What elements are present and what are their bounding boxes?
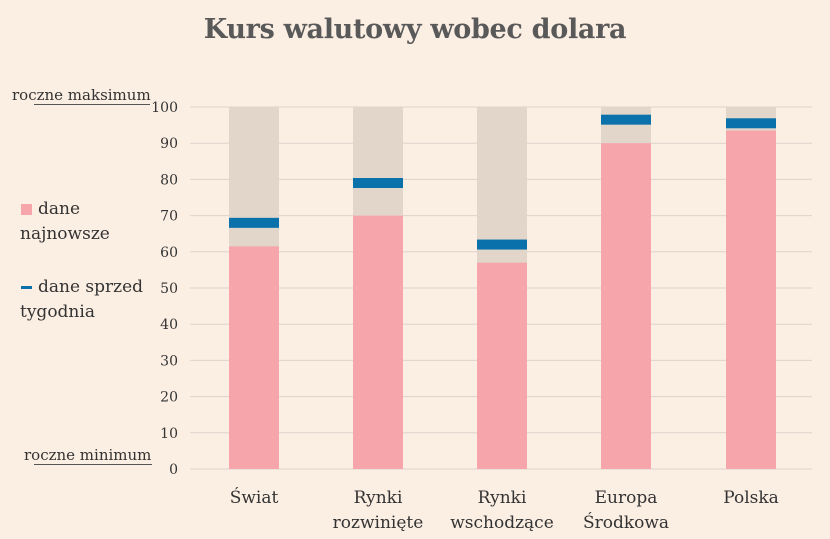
- y-tick-label: 20: [160, 390, 178, 406]
- chart-title: Kurs walutowy wobec dolara: [203, 14, 627, 45]
- category-label: Europa: [595, 488, 658, 508]
- category-label: Środkowa: [583, 512, 669, 533]
- week-ago-marker: [353, 178, 403, 189]
- legend-week-ago-line1: dane sprzed: [38, 277, 144, 297]
- annual-min-label: roczne minimum: [24, 446, 152, 464]
- y-tick-label: 60: [160, 245, 178, 261]
- y-tick-label: 70: [160, 209, 178, 225]
- category-label: Rynki: [478, 488, 527, 508]
- latest-value-bar: [477, 262, 527, 469]
- legend-latest-swatch: [21, 204, 32, 215]
- legend-latest-line1: dane: [38, 199, 81, 219]
- y-tick-label: 10: [160, 426, 178, 442]
- category-label: Polska: [723, 488, 779, 508]
- category-label: Świat: [230, 487, 279, 508]
- y-tick-label: 90: [160, 136, 178, 152]
- week-ago-marker: [601, 114, 651, 125]
- annual-min-rule: [34, 464, 152, 465]
- legend-latest-line2: najnowsze: [20, 224, 110, 244]
- latest-value-bar: [353, 215, 403, 469]
- latest-value-bar: [229, 246, 279, 469]
- latest-value-bar: [726, 130, 776, 469]
- latest-value-bar: [601, 143, 651, 469]
- y-tick-label: 100: [151, 100, 178, 116]
- y-tick-label: 30: [160, 353, 178, 369]
- legend-week-ago-swatch: [21, 286, 32, 289]
- y-tick-label: 0: [169, 462, 178, 478]
- week-ago-marker: [477, 239, 527, 250]
- week-ago-marker: [726, 118, 776, 129]
- y-tick-label: 50: [160, 281, 178, 297]
- y-tick-label: 40: [160, 317, 178, 333]
- week-ago-marker: [229, 217, 279, 228]
- annual-max-label: roczne maksimum: [12, 86, 151, 104]
- category-label: wschodzące: [450, 513, 554, 533]
- category-label: rozwinięte: [333, 513, 424, 533]
- y-tick-label: 80: [160, 172, 178, 188]
- category-label: Rynki: [354, 488, 403, 508]
- annual-max-rule: [34, 104, 150, 105]
- legend-week-ago-line2: tygodnia: [20, 302, 95, 322]
